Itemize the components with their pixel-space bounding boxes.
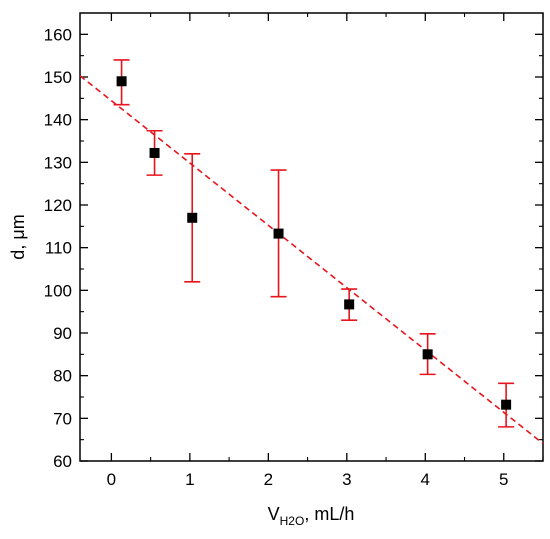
x-axis-label-suffix: , mL/h: [304, 504, 354, 524]
fit-line-group: [79, 75, 544, 445]
x-tick-label: 2: [264, 470, 273, 489]
data-point: [149, 147, 160, 158]
data-point: [187, 212, 198, 223]
fit-line: [79, 75, 544, 445]
y-tick-label: 80: [53, 367, 72, 386]
x-tick-label: 1: [185, 470, 194, 489]
x-tick-label: 4: [421, 470, 430, 489]
y-tick-label: 100: [44, 281, 72, 300]
y-tick-label: 110: [45, 239, 72, 258]
data-point: [273, 228, 284, 239]
x-axis-label-main: V: [268, 504, 280, 524]
data-point: [501, 399, 512, 410]
y-tick-label: 120: [44, 196, 72, 215]
x-axis-label-subscript: H2O: [280, 514, 305, 528]
y-tick-label: 70: [53, 409, 72, 428]
axis-ticks: [80, 13, 544, 462]
y-tick-label: 130: [44, 153, 72, 172]
y-tick-label: 140: [44, 111, 72, 130]
x-tick-label: 3: [342, 470, 351, 489]
data-point: [422, 349, 433, 360]
y-tick-label: 160: [44, 25, 72, 44]
data-point: [116, 76, 127, 87]
y-tick-label: 60: [53, 452, 72, 471]
data-points: [116, 76, 512, 410]
axis-tick-labels: 0 1 2 3 4 5 60 70 80 90 100 110 120 130 140 150 160: [44, 25, 509, 489]
error-bars: [113, 59, 515, 428]
data-point: [344, 299, 355, 310]
x-tick-label: 5: [499, 470, 508, 489]
x-tick-label: 0: [107, 470, 116, 489]
y-tick-label: 90: [53, 324, 72, 343]
x-axis-label: VH2O, mL/h: [268, 504, 355, 528]
y-axis-label: d, μm: [8, 214, 28, 259]
y-tick-label: 150: [44, 68, 72, 87]
plot-frame: [79, 12, 544, 462]
